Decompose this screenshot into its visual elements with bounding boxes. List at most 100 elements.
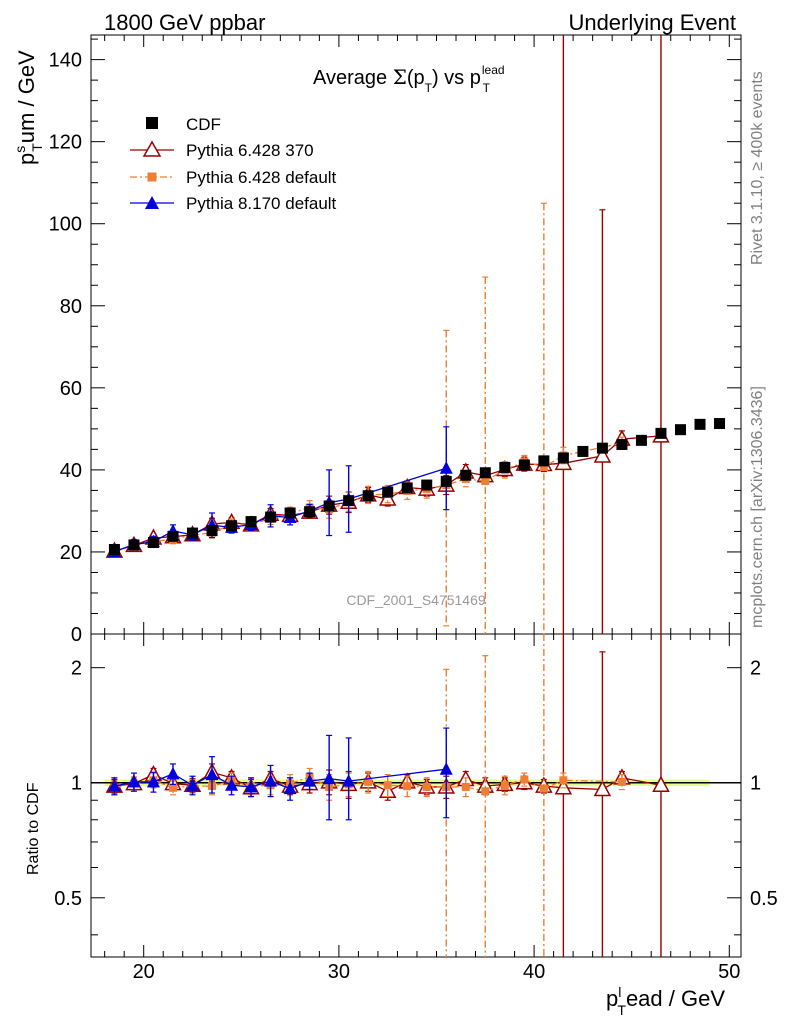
xlabel-sub: T	[617, 1002, 626, 1018]
legend-label-py6-370: Pythia 6.428 370	[186, 141, 314, 160]
legend-label-py8: Pythia 8.170 default	[186, 194, 337, 213]
main-pythia-8-170-default-line	[114, 467, 447, 553]
main-cdf-point	[714, 418, 726, 430]
ratio-pythia-8-170-default-point	[107, 779, 121, 792]
ylabel-main: psTum / GeV	[12, 50, 45, 165]
main-cdf-point	[674, 424, 686, 436]
ratio-pythia-8-170-default-point	[205, 767, 219, 781]
legend-marker-py6-370	[142, 140, 162, 157]
plot-title: Average Σ(pT) vs plead T	[313, 63, 505, 95]
x-tick-label: 30	[328, 961, 350, 983]
ratio-pythia-8-170-default-point	[127, 774, 141, 788]
main-cdf-point	[596, 442, 608, 454]
ratio-pythia-8-170-default-point	[439, 762, 453, 775]
main-cdf-point	[323, 500, 335, 512]
plot-title-sub2: T	[483, 81, 491, 95]
legend: CDF Pythia 6.428 370 Pythia 6.428 defaul…	[130, 115, 337, 213]
ratio-y-tick-label-right: 0.5	[750, 888, 778, 910]
main-cdf-point	[635, 434, 647, 446]
xlabel: pl Tead / GeV	[606, 984, 725, 1018]
main-cdf-point	[147, 537, 159, 549]
main-cdf-point	[616, 438, 628, 450]
main-cdf-point	[557, 452, 569, 464]
side-rivet-label: Rivet 3.1.10, ≥ 400k events	[749, 71, 766, 265]
ratio-pythia-6-428-default-point	[617, 777, 626, 786]
main-cdf-point	[284, 507, 296, 519]
ratio-pythia-8-170-default-point	[283, 781, 297, 795]
main-cdf-point	[362, 490, 374, 502]
main-cdf-point	[518, 459, 530, 471]
ratio-pythia-8-170-default-point	[303, 774, 317, 787]
main-pythia-6-428-default-point	[481, 476, 490, 485]
ylabel-ratio: Ratio to CDF	[25, 782, 42, 875]
ratio-pythia-8-170-default-point	[322, 771, 336, 785]
main-cdf-point	[206, 525, 218, 537]
ratio-pythia-6-428-default-point	[403, 782, 412, 791]
main-cdf-point	[460, 469, 472, 481]
ratio-pythia-8-170-default-point	[225, 778, 239, 791]
ratio-y-tick-label-left: 0.5	[54, 888, 82, 910]
y-tick-label: 120	[49, 132, 82, 154]
ratio-pythia-8-170-default-point	[146, 774, 160, 788]
main-cdf-point	[499, 461, 511, 473]
ylabel-main-sub: T	[29, 143, 45, 152]
ratio-pythia-6-428-370-point	[554, 778, 573, 795]
ratio-y-tick-label-left: 2	[71, 658, 82, 680]
main-cdf-point	[401, 482, 413, 494]
xlabel-rest: ead / GeV	[626, 986, 725, 1011]
main-cdf-point	[538, 455, 550, 467]
main-cdf-point	[655, 427, 667, 439]
axes-layer: 20 30 40 50 0 20 40 60 80 100 120 140 0.5 0.5 1 1 2 2	[49, 35, 778, 983]
main-cdf-point	[265, 511, 277, 523]
plot-title-sigma: Σ	[393, 65, 407, 89]
main-cdf-point	[245, 516, 257, 528]
ratio-pythia-6-428-default-point	[383, 781, 392, 790]
ratio-plot-layer	[91, 634, 741, 957]
ylabel-main-rest: um / GeV	[14, 50, 39, 143]
plot-title-mid: (p	[407, 67, 425, 89]
ratio-pythia-6-428-default-point	[559, 776, 568, 785]
main-pythia-6-428-default-point	[539, 463, 548, 472]
main-plot-layer	[105, 35, 726, 634]
plot-title-sup2: lead	[482, 63, 505, 77]
y-tick-label: 140	[49, 50, 82, 72]
ratio-pythia-8-170-default-point	[264, 774, 278, 787]
header-left: 1800 GeV ppbar	[104, 10, 265, 35]
y-tick-label: 20	[60, 542, 82, 564]
ratio-pythia-6-428-default-point	[500, 781, 509, 790]
main-cdf-point	[167, 530, 179, 542]
y-tick-label: 60	[60, 378, 82, 400]
main-cdf-point	[382, 486, 394, 498]
x-tick-label: 40	[523, 961, 545, 983]
ylabel-main-p: p	[14, 153, 39, 165]
legend-marker-py6-default	[147, 172, 157, 182]
ratio-pythia-8-170-default-point	[186, 778, 200, 791]
main-cdf-point	[479, 467, 491, 479]
ratio-y-tick-label-right: 1	[750, 773, 761, 795]
xlabel-p: p	[606, 986, 618, 1011]
ratio-pythia-6-428-370-point	[593, 779, 612, 797]
ratio-pythia-6-428-370-point	[652, 775, 670, 792]
x-tick-label: 50	[718, 961, 740, 983]
main-cdf-point	[577, 445, 589, 457]
ratio-y-tick-label-right: 2	[750, 658, 761, 680]
plot-title-prefix: Average	[313, 67, 393, 89]
ratio-pythia-6-428-default-point	[539, 784, 548, 793]
y-tick-label: 80	[60, 296, 82, 318]
ratio-pythia-6-428-default-point	[520, 775, 529, 784]
legend-label-cdf: CDF	[186, 115, 221, 134]
plot-title-sub1: T	[425, 81, 433, 95]
plot-title-mid2: ) vs p	[432, 67, 481, 89]
ratio-pythia-6-428-default-point	[168, 783, 177, 792]
main-pythia-6-428-370-point	[593, 446, 612, 463]
ratio-frame	[90, 633, 742, 958]
ratio-pythia-6-428-default-point	[461, 782, 470, 791]
x-tick-label: 20	[133, 961, 155, 983]
ratio-pythia-8-170-default-point	[244, 779, 258, 793]
ratio-pythia-6-428-default-point	[364, 777, 373, 786]
main-cdf-point	[304, 506, 316, 518]
y-tick-label: 0	[71, 624, 82, 646]
legend-label-py6-default: Pythia 6.428 default	[186, 168, 337, 187]
header-right: Underlying Event	[568, 10, 736, 35]
